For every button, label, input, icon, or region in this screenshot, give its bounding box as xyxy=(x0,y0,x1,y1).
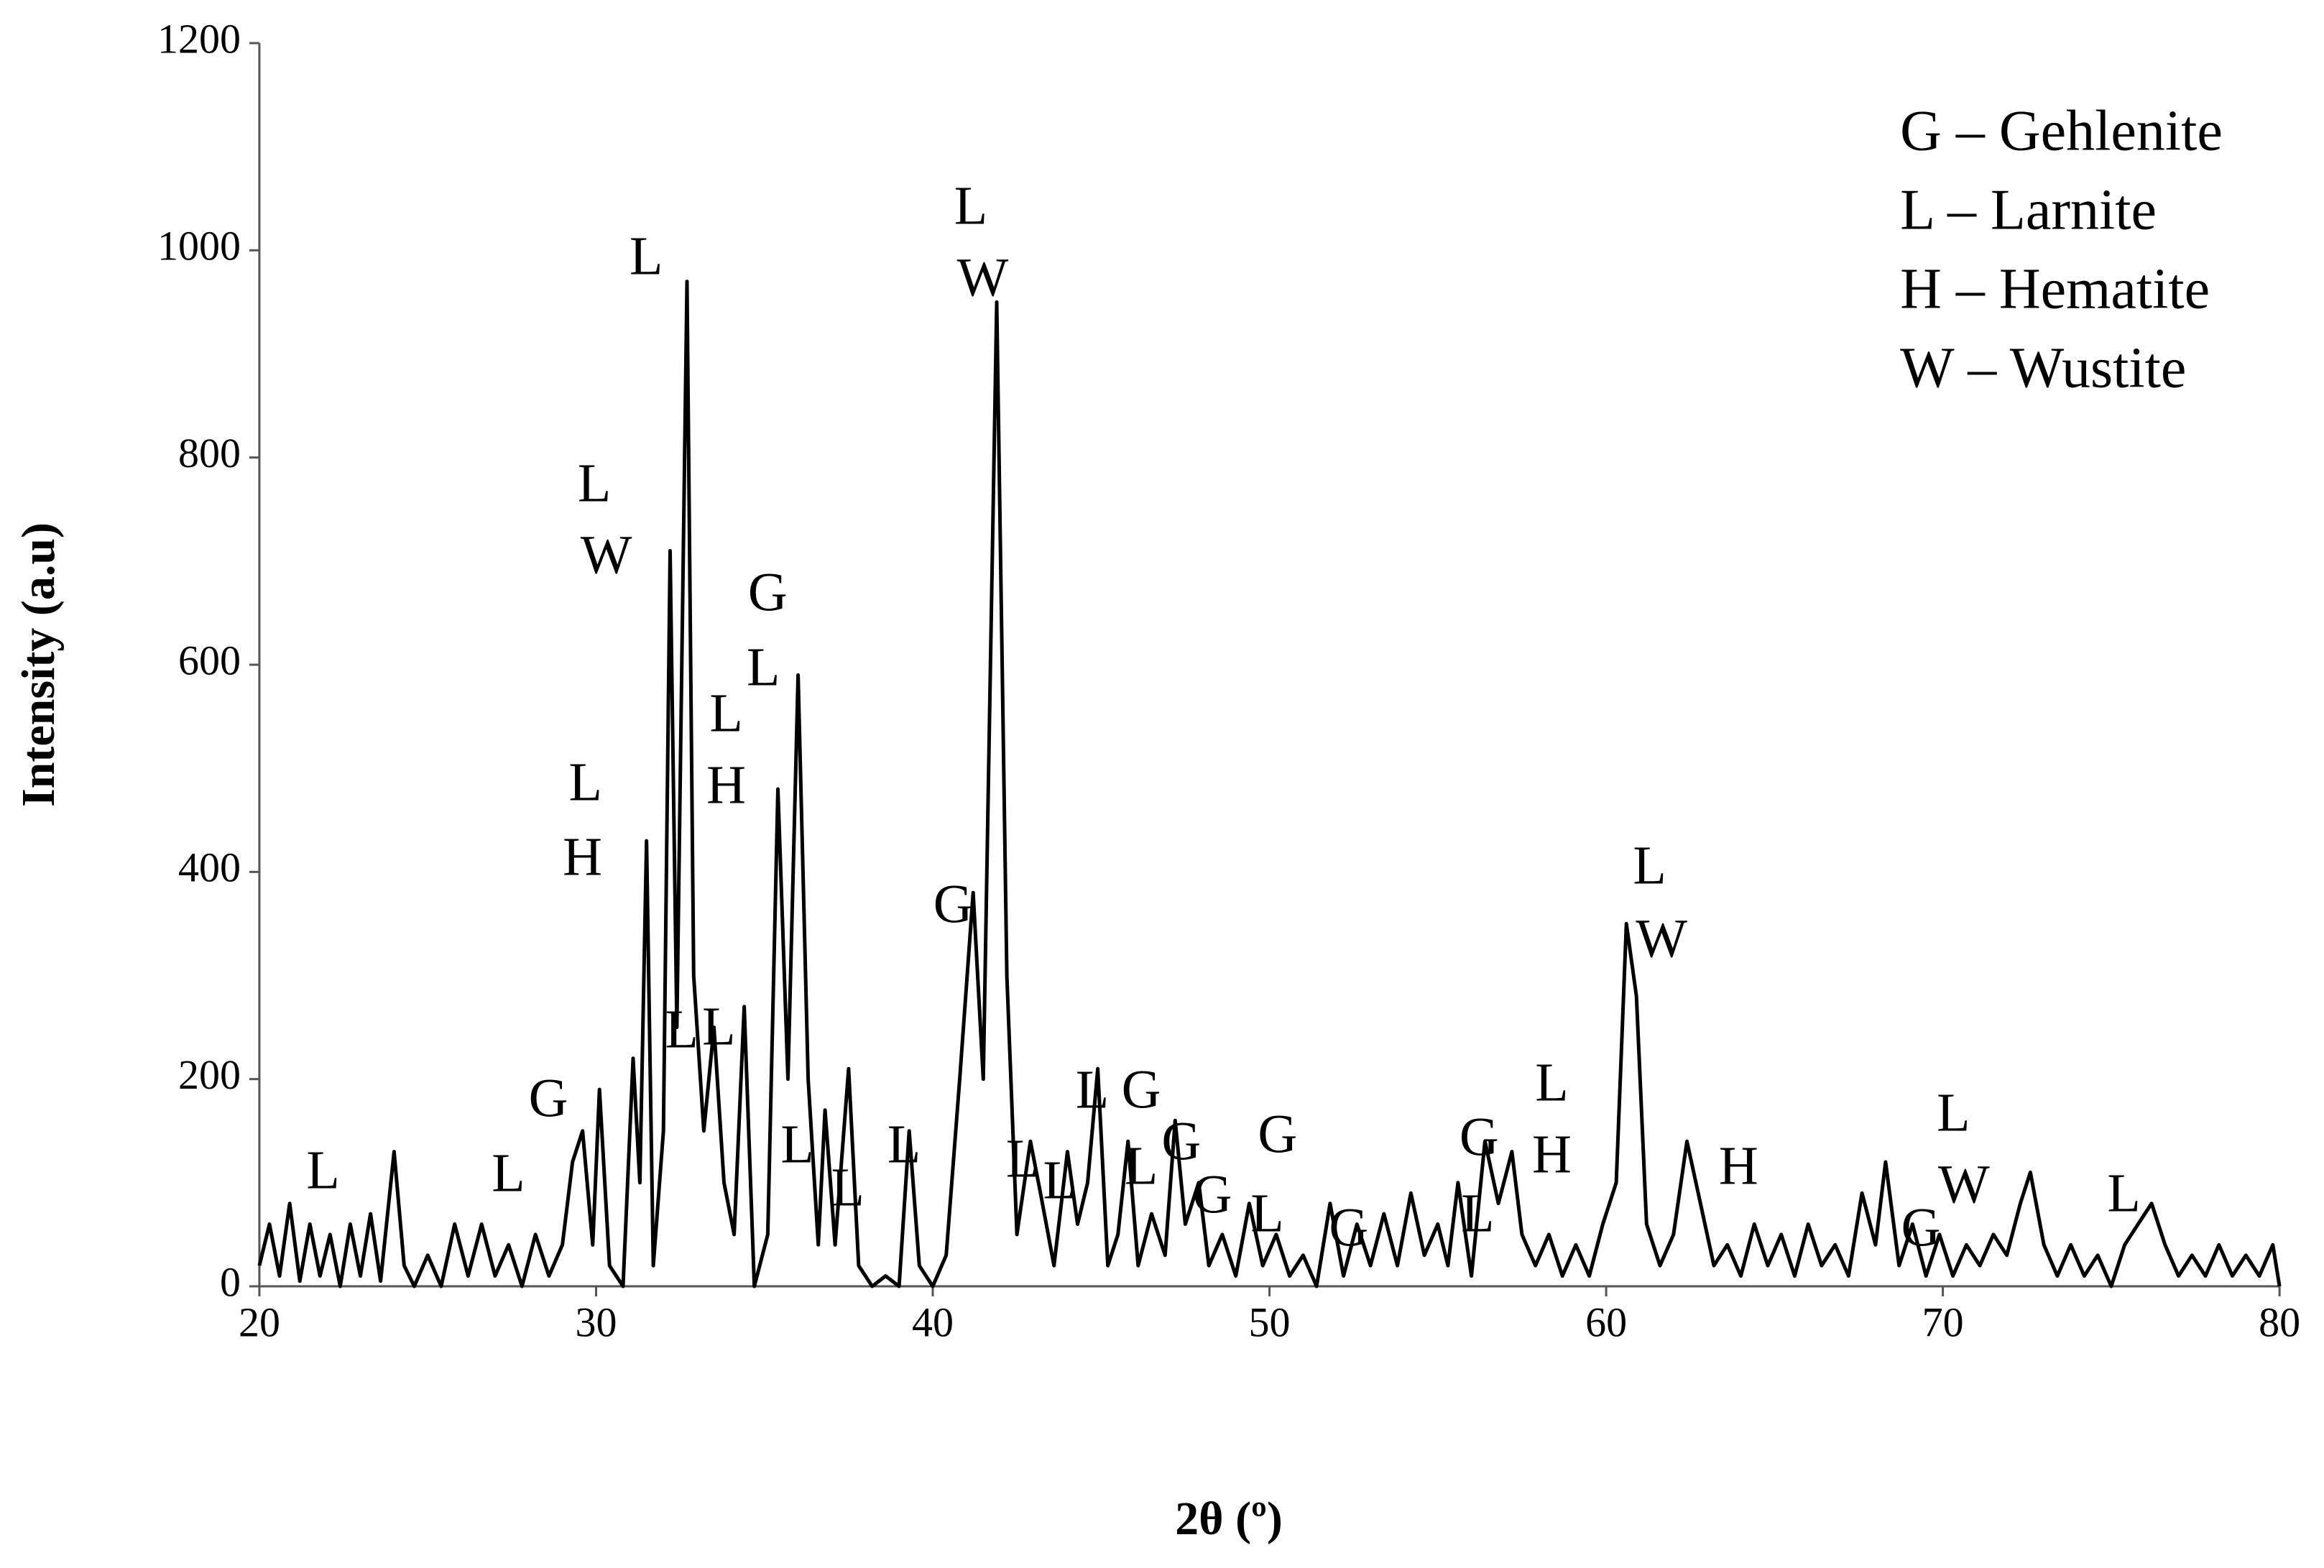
x-tick-label: 40 xyxy=(912,1299,954,1345)
legend-entry: G – Gehlenite xyxy=(1900,99,2223,162)
peak-label: H xyxy=(1532,1124,1572,1184)
peak-label: L xyxy=(702,996,735,1056)
y-tick-label: 600 xyxy=(178,637,241,683)
y-tick-label: 1200 xyxy=(157,15,241,62)
peak-label: W xyxy=(581,525,632,585)
peak-label: L xyxy=(1633,835,1666,895)
x-tick-label: 20 xyxy=(239,1299,280,1345)
y-tick-label: 200 xyxy=(178,1051,241,1098)
peak-label: G xyxy=(529,1068,568,1128)
x-tick-label: 70 xyxy=(1922,1299,1964,1345)
peak-label: L xyxy=(709,683,742,743)
peak-label: G xyxy=(1258,1104,1297,1164)
peak-label: G xyxy=(1122,1059,1161,1120)
peak-label: L xyxy=(1006,1128,1039,1189)
legend-entry: L – Larnite xyxy=(1900,178,2157,241)
legend-entry: H – Hematite xyxy=(1900,257,2210,320)
peak-label: L xyxy=(1125,1135,1158,1196)
peak-label: G xyxy=(1161,1111,1201,1171)
peak-label: H xyxy=(1719,1135,1758,1196)
xrd-line xyxy=(257,280,2282,1288)
peak-label: L xyxy=(780,1114,813,1174)
peak-label: L xyxy=(1043,1150,1076,1210)
peak-label: L xyxy=(2107,1163,2140,1223)
peak-label: L xyxy=(492,1143,525,1203)
peak-label: W xyxy=(957,247,1009,308)
y-axis-label: Intensity (a.u) xyxy=(12,522,65,807)
x-tick-label: 50 xyxy=(1249,1299,1291,1345)
peak-label: H xyxy=(563,826,602,887)
legend-entry: W – Wustite xyxy=(1900,336,2186,400)
x-tick-label: 30 xyxy=(575,1299,617,1345)
y-tick-label: 400 xyxy=(178,844,241,891)
peak-label: L xyxy=(630,226,663,286)
peak-label: L xyxy=(1250,1183,1283,1243)
peak-label: L xyxy=(747,637,780,697)
x-axis-label: 2θ (º) xyxy=(1175,1493,1283,1545)
peak-label: G xyxy=(1329,1197,1368,1258)
peak-label: L xyxy=(665,999,698,1059)
peak-label: W xyxy=(1636,908,1687,969)
y-tick-label: 0 xyxy=(220,1258,241,1305)
peak-label: W xyxy=(1938,1154,1990,1214)
peak-label: L xyxy=(568,752,601,812)
peak-label: L xyxy=(306,1140,339,1200)
peak-label: L xyxy=(887,1114,921,1174)
peak-label: G xyxy=(1193,1164,1232,1225)
peak-label: L xyxy=(1461,1183,1494,1243)
peak-label: L xyxy=(1076,1059,1109,1120)
peak-label: G xyxy=(748,562,788,622)
y-tick-label: 1000 xyxy=(157,223,241,269)
peak-label: L xyxy=(954,175,987,236)
peak-label: G xyxy=(1460,1107,1499,1167)
peak-label: G xyxy=(933,874,973,934)
peak-label: L xyxy=(578,453,611,513)
peak-label: H xyxy=(706,755,746,815)
peak-label: G xyxy=(1901,1197,1941,1258)
peak-label: L xyxy=(831,1157,864,1217)
peak-label: L xyxy=(1535,1052,1568,1112)
y-tick-label: 800 xyxy=(178,430,241,476)
x-tick-label: 80 xyxy=(2259,1299,2300,1345)
peak-label: L xyxy=(1937,1082,1970,1143)
x-tick-label: 60 xyxy=(1585,1299,1627,1345)
